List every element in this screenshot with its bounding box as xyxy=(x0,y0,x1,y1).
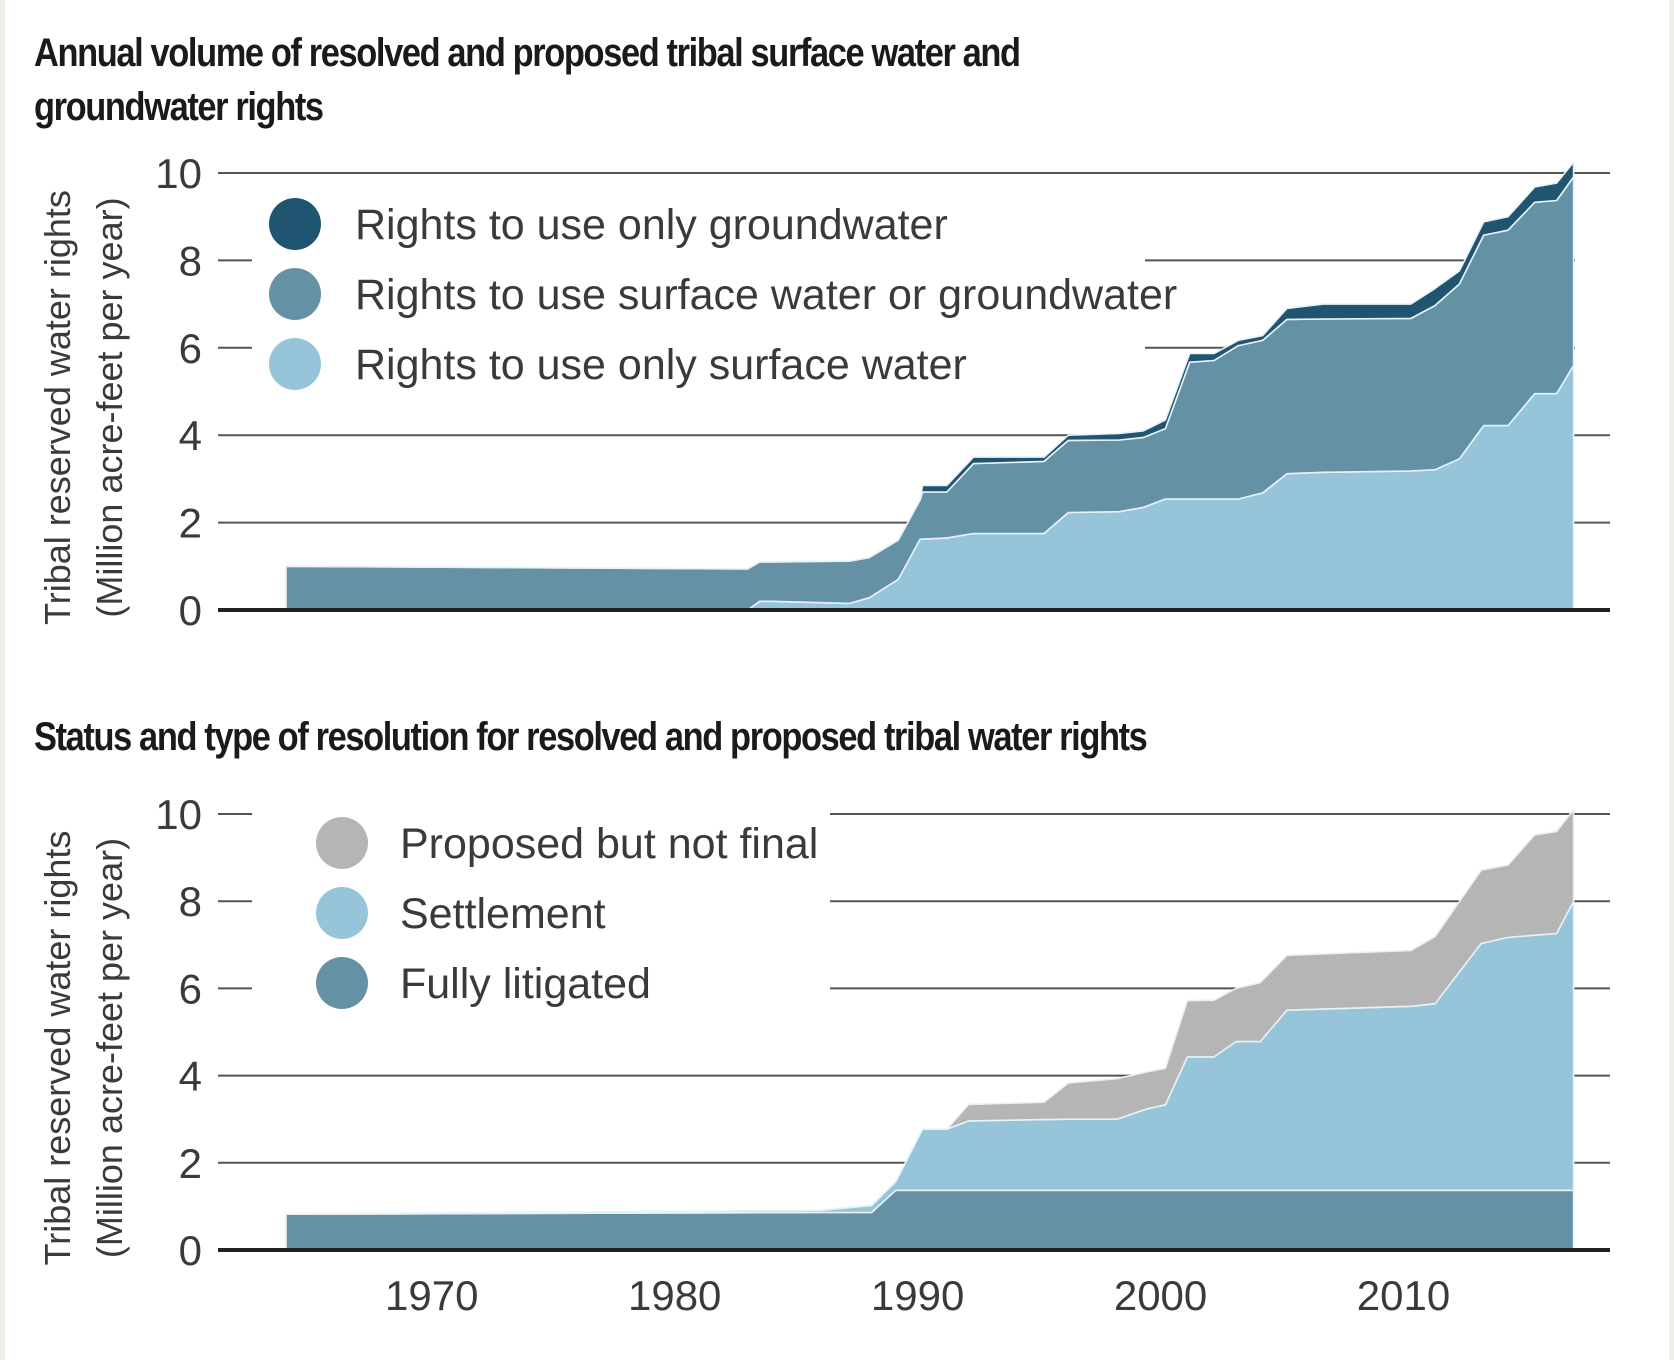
y-tick-label: 0 xyxy=(179,587,202,634)
x-tick-label: 2010 xyxy=(1357,1272,1450,1319)
chart-title-top: Annual volume of resolved and proposed t… xyxy=(34,26,1021,134)
chart-bottom-panel: 2 4 6 8 10 0 Tribal reserved water rights (Mill… xyxy=(37,791,1610,1319)
chart-title-bottom: Status and type of resolution for resolv… xyxy=(34,710,1148,764)
area-series-proposed-but-not-final xyxy=(285,808,1575,1215)
area-series-rights-to-use-only-groundwater xyxy=(285,161,1575,570)
y-tick-label: 6 xyxy=(179,325,202,372)
right-border xyxy=(1669,0,1674,1360)
y-axis-title: Tribal reserved water rights xyxy=(37,831,78,1266)
x-tick-label: 1990 xyxy=(871,1272,964,1319)
legend-swatch-icon xyxy=(269,338,321,390)
x-tick-label: 1970 xyxy=(385,1272,478,1319)
y-tick-label: 8 xyxy=(179,237,202,284)
area-series-fully-litigated xyxy=(285,1189,1575,1251)
y-tick-label: 2 xyxy=(179,1140,202,1187)
chart-title-bottom-line-1: Status and type of resolution for resolv… xyxy=(34,715,1148,759)
legend-swatch-icon xyxy=(316,887,368,939)
y-tick-label: 10 xyxy=(155,150,202,197)
x-tick-label: 2000 xyxy=(1114,1272,1207,1319)
legend-swatch-icon xyxy=(269,268,321,320)
y-tick-label: 4 xyxy=(179,412,202,459)
x-tick-label: 1980 xyxy=(628,1272,721,1319)
legend-swatch-icon xyxy=(316,957,368,1009)
legend-label: Rights to use only groundwater xyxy=(355,201,948,249)
y-tick-label: 10 xyxy=(155,791,202,838)
legend-label: Rights to use surface water or groundwat… xyxy=(355,271,1177,319)
legend-swatch-icon xyxy=(269,198,321,250)
chart-top-panel: 2 4 6 8 10 0 Tribal reserved water rights (Mill… xyxy=(37,150,1610,634)
legend-label: Rights to use only surface water xyxy=(355,341,967,389)
y-tick-label: 0 xyxy=(179,1227,202,1274)
left-border xyxy=(0,0,5,1360)
y-tick-label: 2 xyxy=(179,500,202,547)
chart-title-top-line-2: groundwater rights xyxy=(34,85,324,129)
legend-label: Fully litigated xyxy=(400,960,651,1008)
y-axis-title: Tribal reserved water rights xyxy=(37,190,78,625)
y-tick-label: 8 xyxy=(179,878,202,925)
legend-label: Proposed but not final xyxy=(400,820,818,868)
area-series-settlement xyxy=(285,900,1575,1215)
y-tick-label: 4 xyxy=(179,1053,202,1100)
y-axis-subtitle: (Million acre-feet per year) xyxy=(89,838,130,1258)
y-tick-label: 6 xyxy=(179,965,202,1012)
y-axis-subtitle: (Million acre-feet per year) xyxy=(89,197,130,617)
legend-label: Settlement xyxy=(400,890,606,938)
legend-swatch-icon xyxy=(316,817,368,869)
chart-title-top-line-1: Annual volume of resolved and proposed t… xyxy=(34,31,1021,75)
